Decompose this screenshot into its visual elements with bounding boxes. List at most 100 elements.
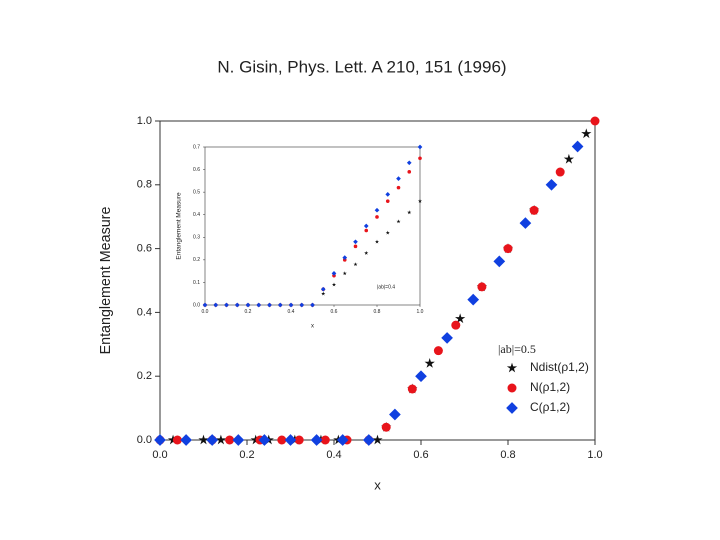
data-point: [232, 434, 245, 446]
y-tick-label: 0.1: [193, 280, 200, 286]
data-point: [581, 128, 592, 139]
data-point: [451, 320, 461, 330]
data-point: [353, 244, 358, 249]
data-point: [336, 434, 349, 446]
data-point: [225, 435, 235, 445]
x-tick-label: 1.0: [417, 309, 424, 315]
y-tick-label: 0.2: [137, 370, 152, 382]
x-tick-label: 1.0: [587, 449, 602, 461]
x-tick-label: 0.0: [152, 449, 167, 461]
y-tick-label: 0.0: [193, 302, 200, 308]
data-point: [277, 435, 287, 445]
x-tick-label: 0.2: [245, 309, 252, 315]
data-point: [172, 435, 182, 445]
x-tick-label: 0.2: [239, 449, 254, 461]
y-tick-label: 0.5: [193, 189, 200, 195]
data-point: [353, 262, 358, 267]
data-point: [180, 434, 192, 446]
x-tick-label: 0.4: [288, 309, 295, 315]
legend-marker: [506, 362, 518, 373]
x-tick-label: 0.4: [326, 449, 341, 461]
y-tick-label: 0.4: [193, 212, 200, 218]
legend-marker: [506, 402, 518, 414]
data-point: [529, 205, 539, 215]
data-point: [364, 250, 369, 255]
data-point: [245, 302, 251, 308]
x-tick-label: 0.6: [413, 449, 428, 461]
data-point: [417, 199, 423, 203]
data-point: [374, 239, 380, 244]
annotation: |ab|=0.4: [377, 284, 395, 290]
data-point: [467, 293, 480, 306]
data-point: [396, 185, 401, 190]
data-point: [385, 230, 390, 235]
data-point: [417, 144, 423, 150]
data-point: [407, 384, 417, 394]
data-point: [415, 370, 427, 383]
data-point: [571, 140, 584, 153]
data-point: [215, 434, 227, 445]
data-point: [406, 160, 412, 166]
legend-title: |ab|=0.5: [498, 342, 536, 356]
y-tick-label: 0.6: [193, 167, 200, 173]
data-point: [320, 435, 330, 445]
y-tick-label: 0.3: [193, 235, 200, 241]
data-point: [213, 302, 219, 308]
y-tick-label: 0.0: [137, 434, 152, 446]
data-point: [258, 434, 271, 446]
y-tick-label: 0.8: [137, 179, 152, 191]
data-point: [545, 178, 558, 191]
legend-marker: [507, 383, 517, 393]
data-point: [407, 170, 412, 174]
data-point: [267, 302, 272, 308]
data-point: [477, 282, 487, 292]
x-axis-label: x: [374, 478, 381, 493]
y-axis-label: Entanglement Measure: [176, 192, 183, 260]
data-point: [362, 434, 375, 446]
data-point: [288, 302, 294, 308]
data-point: [385, 199, 390, 203]
x-axis-label: x: [311, 324, 314, 330]
data-point: [353, 239, 358, 245]
data-point: [342, 255, 348, 260]
data-point: [389, 408, 401, 421]
data-point: [455, 313, 466, 324]
y-tick-label: 0.7: [193, 144, 200, 150]
x-tick-label: 0.6: [331, 309, 338, 315]
slide-title: N. Gisin, Phys. Lett. A 210, 151 (1996): [217, 57, 506, 76]
data-point: [381, 422, 391, 432]
y-tick-label: 1.0: [137, 115, 152, 127]
data-point: [493, 255, 506, 268]
data-point: [503, 244, 513, 254]
y-axis-label: Entanglement Measure: [98, 207, 114, 355]
data-point: [310, 302, 315, 308]
data-point: [284, 434, 297, 446]
y-tick-label: 0.2: [193, 257, 200, 263]
data-point: [299, 302, 305, 308]
data-point: [519, 217, 532, 229]
data-point: [224, 302, 229, 308]
x-tick-label: 0.8: [500, 449, 515, 461]
data-point: [234, 302, 240, 308]
legend-label: Ndist(ρ1,2): [530, 360, 589, 374]
plot-frame: [204, 146, 421, 306]
data-point: [396, 176, 401, 181]
data-point: [154, 434, 166, 446]
data-point: [364, 228, 369, 233]
y-tick-label: 0.6: [137, 243, 152, 255]
data-point: [342, 271, 347, 276]
data-point: [331, 282, 337, 287]
data-point: [321, 291, 326, 296]
data-point: [202, 302, 208, 308]
data-point: [294, 435, 304, 445]
data-point: [277, 302, 283, 308]
y-tick-label: 0.4: [137, 306, 152, 318]
data-point: [363, 223, 369, 229]
data-point: [206, 434, 219, 446]
data-point: [385, 192, 391, 197]
data-point: [256, 302, 262, 308]
data-point: [310, 434, 323, 446]
data-point: [375, 215, 379, 219]
x-tick-label: 0.0: [202, 309, 209, 315]
